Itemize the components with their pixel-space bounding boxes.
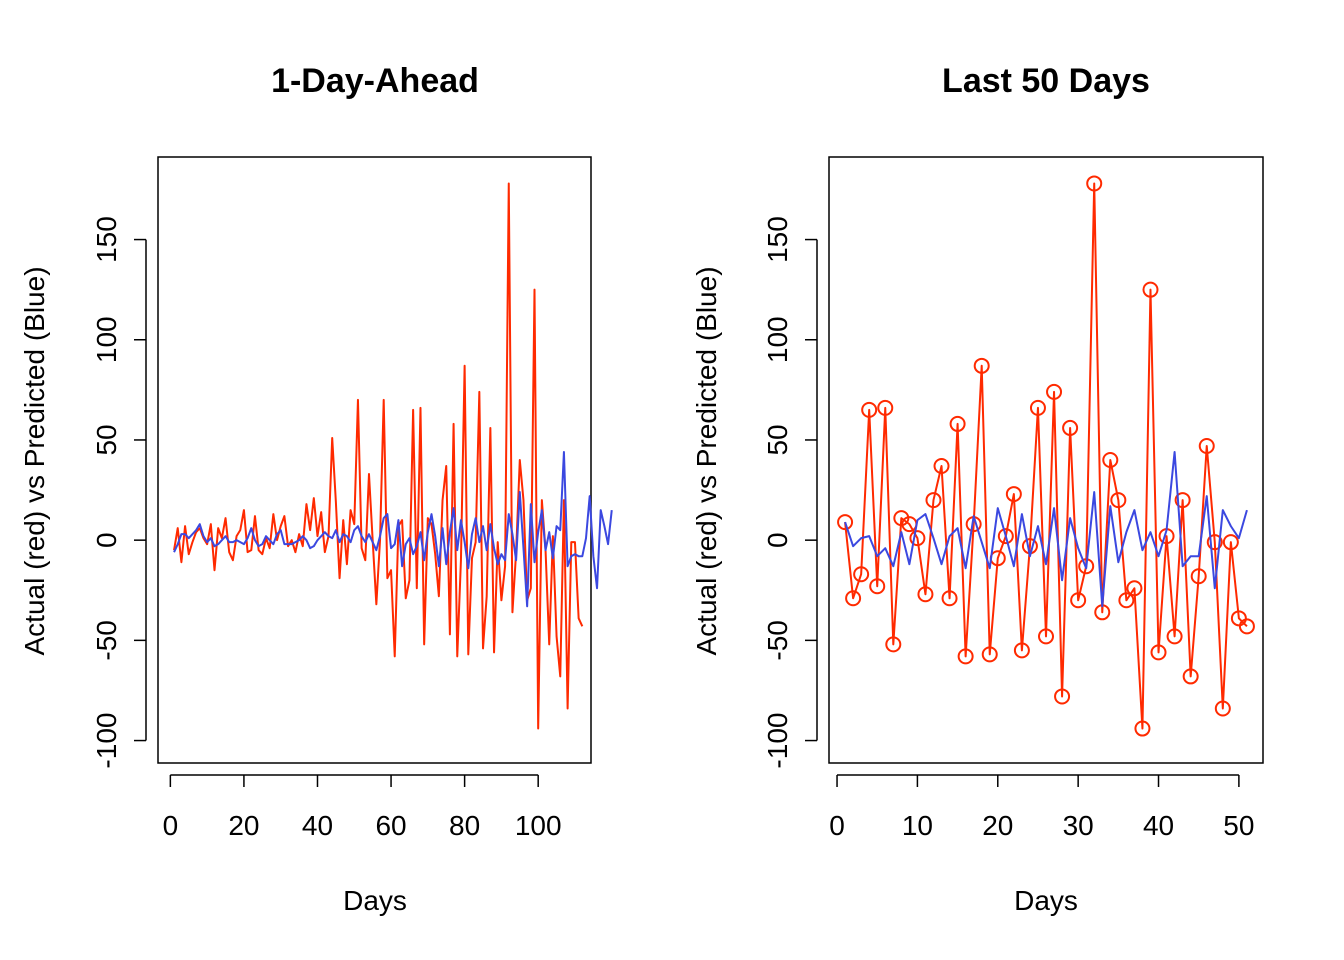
y-tick-label: -50: [762, 620, 793, 660]
actual-line: [844, 182, 1248, 730]
x-tick-label: 40: [302, 810, 333, 841]
x-axis: 0 10 20 30 40 50: [829, 774, 1254, 841]
actual-point: [1198, 437, 1215, 454]
x-tick-label: 50: [1223, 810, 1254, 841]
x-tick-label: 100: [515, 810, 562, 841]
actual-point: [885, 636, 902, 653]
actual-point: [1214, 700, 1231, 717]
panel-last-50-days: Last 50 Days Days Actual (red) vs Predic…: [691, 62, 1264, 916]
actual-point: [917, 586, 934, 603]
predicted-line: [173, 450, 613, 608]
actual-point: [1134, 720, 1151, 737]
x-tick-label: 60: [375, 810, 406, 841]
actual-point: [1102, 452, 1119, 468]
actual-point: [1142, 281, 1159, 298]
actual-point: [933, 458, 950, 475]
chart-title: 1-Day-Ahead: [271, 62, 479, 100]
x-tick-label: 20: [982, 810, 1013, 841]
series-predicted: [173, 450, 613, 608]
x-axis-label: Days: [1014, 885, 1078, 916]
x-tick-label: 0: [829, 810, 845, 841]
y-tick-label: -100: [762, 713, 793, 769]
y-tick-label: 100: [762, 316, 793, 363]
actual-point: [1086, 175, 1103, 192]
y-axis: -100 -50 0 50 100 150: [91, 216, 147, 769]
y-axis-label: Actual (red) vs Predicted (Blue): [691, 266, 722, 655]
predicted-line: [844, 450, 1248, 608]
actual-point: [925, 492, 942, 509]
actual-point: [1222, 534, 1239, 551]
actual-point: [981, 646, 998, 663]
panel-1-day-ahead: 1-Day-Ahead Days Actual (red) vs Predict…: [19, 62, 613, 916]
actual-point: [949, 415, 966, 432]
y-tick-label: 0: [762, 532, 793, 548]
actual-point: [1070, 592, 1087, 609]
actual-point: [1062, 419, 1079, 436]
y-tick-label: 150: [91, 216, 122, 263]
actual-point: [845, 590, 862, 607]
x-tick-label: 40: [1143, 810, 1174, 841]
actual-point: [1046, 383, 1063, 400]
series-predicted: [844, 450, 1248, 608]
actual-point: [1174, 492, 1191, 509]
actual-point: [1013, 642, 1030, 659]
actual-point: [1118, 592, 1135, 609]
actual-point: [1029, 399, 1046, 416]
actual-point: [1190, 568, 1207, 585]
plot-frame: [157, 156, 592, 764]
y-axis-label: Actual (red) vs Predicted (Blue): [19, 266, 50, 655]
actual-point: [1038, 628, 1054, 645]
actual-point: [1054, 688, 1071, 705]
y-tick-label: 50: [762, 424, 793, 455]
actual-point: [1126, 580, 1143, 597]
chart-title: Last 50 Days: [942, 62, 1150, 100]
actual-point: [1182, 668, 1199, 685]
actual-point: [1150, 644, 1167, 661]
y-tick-label: -50: [91, 620, 122, 660]
actual-point: [1110, 492, 1127, 509]
x-axis: 0 20 40 60 80 100: [163, 774, 562, 841]
plot-frame: [828, 156, 1264, 764]
actual-point: [957, 648, 974, 665]
actual-point: [869, 578, 886, 595]
x-tick-label: 80: [449, 810, 480, 841]
y-tick-label: 50: [91, 424, 122, 455]
actual-line: [173, 182, 584, 730]
x-tick-label: 20: [228, 810, 259, 841]
series-actual: [173, 182, 584, 730]
actual-point: [853, 566, 870, 583]
y-axis: -100 -50 0 50 100 150: [762, 216, 818, 769]
y-tick-label: 150: [762, 216, 793, 263]
x-tick-label: 30: [1063, 810, 1094, 841]
actual-point: [1166, 628, 1183, 645]
y-tick-label: 100: [91, 316, 122, 363]
actual-point: [861, 401, 878, 418]
actual-point: [941, 590, 958, 607]
y-tick-label: 0: [91, 532, 122, 548]
actual-point: [1230, 610, 1247, 627]
x-axis-label: Days: [343, 885, 407, 916]
actual-point: [1238, 618, 1255, 635]
actual-point: [973, 357, 990, 374]
x-tick-label: 0: [163, 810, 179, 841]
series-actual: [837, 175, 1255, 737]
actual-point: [837, 514, 854, 531]
actual-point: [997, 528, 1014, 545]
actual-point: [1005, 486, 1022, 503]
actual-point: [909, 530, 926, 547]
x-tick-label: 10: [902, 810, 933, 841]
y-tick-label: -100: [91, 713, 122, 769]
actual-point: [1206, 534, 1223, 551]
actual-point: [877, 399, 894, 416]
